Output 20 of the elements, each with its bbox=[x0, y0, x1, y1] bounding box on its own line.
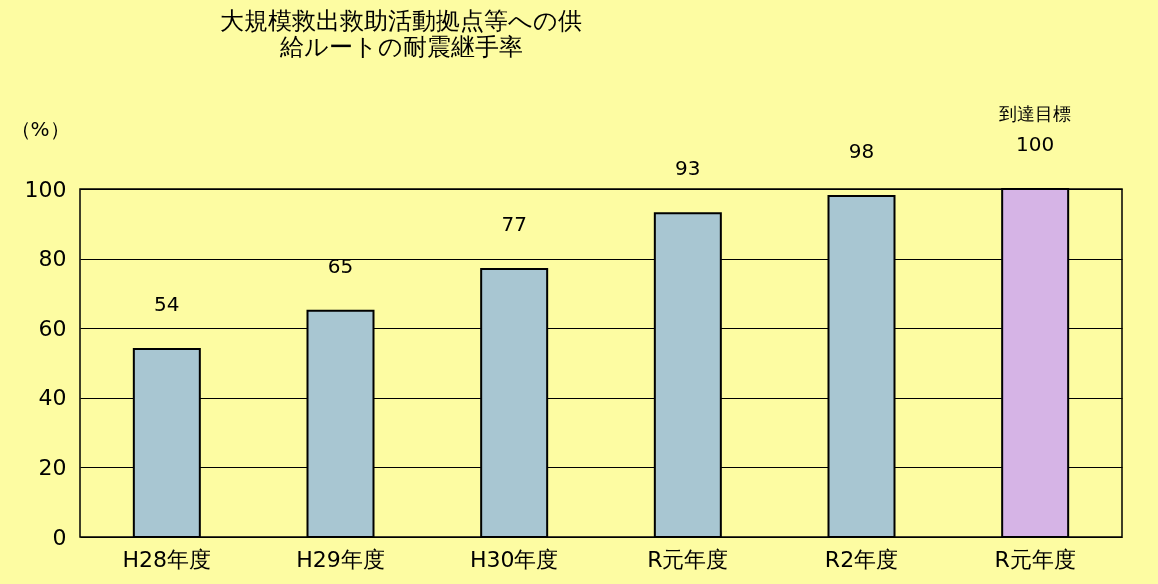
y-tick-label: 100 bbox=[24, 176, 67, 202]
text: 到達目標 bbox=[999, 103, 1072, 124]
y-tick-label: 20 bbox=[38, 454, 67, 480]
data-label: 54 bbox=[154, 292, 180, 317]
y-tick-label: 0 bbox=[52, 524, 67, 550]
x-tick-label: R2年度 bbox=[824, 546, 899, 572]
x-tick-label: H30年度 bbox=[469, 546, 559, 572]
chart-title: 大規模救出救助活動拠点等への供給ルートの耐震継手率 bbox=[220, 7, 582, 61]
x-tick-label: R元年度 bbox=[994, 546, 1076, 572]
y-axis-title: （%） bbox=[10, 116, 70, 141]
data-label: 98 bbox=[848, 138, 875, 163]
y-tick-label: 40 bbox=[38, 385, 67, 411]
data-label: 77 bbox=[501, 212, 527, 237]
x-tick-label: H28年度 bbox=[122, 546, 212, 572]
y-tick-label: 60 bbox=[38, 315, 67, 341]
data-label: 100 bbox=[1016, 132, 1055, 156]
x-tick-label: H29年度 bbox=[296, 546, 385, 572]
data-label: 93 bbox=[675, 156, 701, 181]
x-tick-label: R元年度 bbox=[647, 546, 729, 572]
y-tick-label: 80 bbox=[38, 246, 67, 272]
